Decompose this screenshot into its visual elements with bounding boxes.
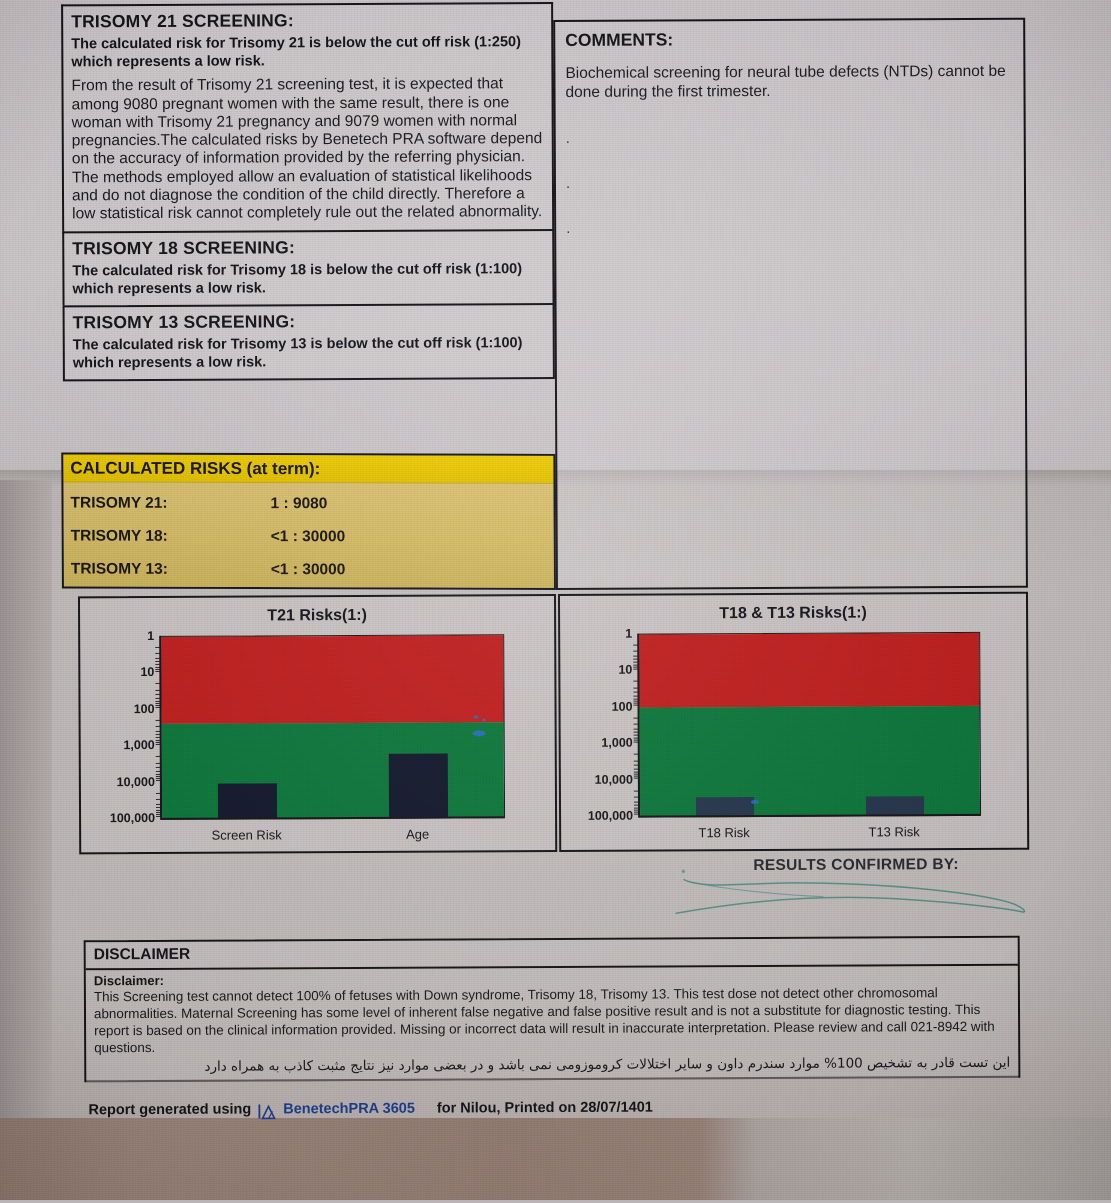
- chart-bar: [696, 796, 754, 817]
- chart-plot-area: 1 10 100 1,000 10,000 100,000 Screen Risk Age: [80, 628, 555, 854]
- chart-t18-t13-risks: T18 & T13 Risks(1:) 1 10 100 1,000 10,000 100…: [557, 591, 1030, 852]
- footer-suffix: for Nilou, Printed on 28/07/1401: [436, 1099, 653, 1117]
- risk-label: TRISOMY 21:: [70, 493, 168, 512]
- y-axis-tick-label: 10: [140, 665, 155, 680]
- section-heading: TRISOMY 18 SCREENING:: [72, 236, 295, 258]
- comment-bullet: .: [565, 130, 570, 148]
- section-body: From the result of Trisomy 21 screening …: [71, 75, 543, 223]
- chart-plot-area: 1 10 100 1,000 10,000 100,000 T18 Risk T13 Risk: [560, 626, 1027, 852]
- ink-mark: [750, 800, 759, 805]
- x-axis-tick-label: Screen Risk: [211, 827, 282, 843]
- risk-label: TRISOMY 13:: [70, 559, 168, 578]
- screening-sections: TRISOMY 21 SCREENING: The calculated ris…: [61, 2, 555, 382]
- risk-zone-high-risk: [639, 632, 980, 708]
- y-axis-tick-label: 1,000: [601, 735, 633, 750]
- y-axis-tick-label: 100,000: [587, 808, 634, 823]
- section-heading: TRISOMY 21 SCREENING:: [71, 10, 294, 32]
- section-summary: The calculated risk for Trisomy 13 is be…: [72, 334, 523, 372]
- report-footer: Report generated using BenetechPRA 3605 …: [88, 1099, 653, 1120]
- risk-label: TRISOMY 18:: [70, 526, 168, 545]
- plot-rect: [160, 634, 506, 820]
- x-axis-line: [160, 816, 505, 820]
- disclaimer-body: Disclaimer: This Screening test cannot d…: [85, 965, 1019, 1083]
- section-trisomy-18: TRISOMY 18 SCREENING: The calculated ris…: [62, 228, 555, 306]
- left-edge-shadow: [0, 480, 52, 1120]
- bottom-warm-gradient: [0, 1118, 1111, 1200]
- disclaimer-panel: DISCLAIMER Disclaimer: This Screening te…: [83, 935, 1021, 1083]
- y-axis-tick-label: 10,000: [594, 772, 633, 787]
- comment-bullet: .: [565, 175, 571, 193]
- x-axis-line: [638, 813, 981, 818]
- calculated-risks-table: CALCULATED RISKS (at term): TRISOMY 21: …: [61, 452, 556, 590]
- section-trisomy-13: TRISOMY 13 SCREENING: The calculated ris…: [62, 302, 555, 382]
- comments-text: Biochemical screening for neural tube de…: [565, 62, 1006, 101]
- comment-bullet: .: [566, 220, 571, 238]
- y-axis-tick-label: 1: [147, 628, 155, 643]
- ink-mark: [473, 715, 479, 719]
- risk-value: <1 : 30000: [270, 527, 346, 545]
- risk-zone-low-risk: [161, 722, 505, 819]
- section-heading: TRISOMY 13 SCREENING:: [72, 311, 296, 333]
- y-axis-tick-label: 100,000: [109, 810, 156, 826]
- ink-mark: [472, 730, 486, 737]
- y-axis-tick-label: 10: [618, 663, 633, 678]
- table-row: TRISOMY 13: <1 : 30000: [64, 552, 554, 586]
- disclaimer-persian-text: این تست قادر به تشخیص 100% موارد سندرم د…: [204, 1054, 1011, 1075]
- x-axis-tick-label: Age: [406, 826, 430, 842]
- chart-title: T18 & T13 Risks(1:): [719, 604, 867, 623]
- y-axis-tick-label: 100: [611, 699, 633, 714]
- plot-rect: [638, 631, 982, 818]
- risk-zone-high-risk: [161, 635, 504, 725]
- risk-value: <1 : 30000: [270, 560, 346, 578]
- chart-t21-risks: T21 Risks(1:) 1 10 100 1,000 10,000 100,000 Sc…: [77, 593, 558, 855]
- signature: [675, 869, 1026, 915]
- comments-heading: COMMENTS:: [565, 29, 674, 50]
- chart-bar: [218, 783, 277, 819]
- ink-mark: [482, 718, 486, 722]
- y-axis-tick-label: 100: [133, 701, 155, 716]
- table-row: TRISOMY 18: <1 : 30000: [64, 519, 554, 553]
- y-axis-tick-label: 1,000: [123, 738, 155, 753]
- chart-bar: [389, 754, 448, 818]
- chart-bar: [866, 796, 924, 816]
- table-row: TRISOMY 21: 1 : 9080: [63, 486, 553, 520]
- footer-product: BenetechPRA 3605: [283, 1100, 415, 1118]
- risk-zone-low-risk: [639, 705, 981, 817]
- chart-title: T21 Risks(1:): [267, 606, 367, 625]
- x-axis-tick-label: T13 Risk: [868, 824, 920, 840]
- section-summary: The calculated risk for Trisomy 18 is be…: [72, 260, 523, 297]
- footer-prefix: Report generated using: [88, 1101, 252, 1119]
- section-summary: The calculated risk for Trisomy 21 is be…: [71, 34, 521, 71]
- disclaimer-text: This Screening test cannot detect 100% o…: [93, 985, 995, 1055]
- benetech-logo-icon: [257, 1103, 279, 1120]
- section-trisomy-21: TRISOMY 21 SCREENING: The calculated ris…: [61, 2, 555, 231]
- risk-value: 1 : 9080: [270, 494, 328, 512]
- y-axis-tick-label: 10,000: [116, 774, 155, 789]
- y-axis-tick-label: 1: [625, 626, 633, 641]
- calculated-risks-body: TRISOMY 21: 1 : 9080 TRISOMY 18: <1 : 30…: [63, 482, 554, 590]
- x-axis-tick-label: T18 Risk: [698, 825, 750, 841]
- calculated-risks-header: CALCULATED RISKS (at term):: [63, 454, 554, 484]
- comments-panel: COMMENTS: Biochemical screening for neur…: [553, 17, 1028, 590]
- disclaimer-header: DISCLAIMER: [85, 937, 1018, 971]
